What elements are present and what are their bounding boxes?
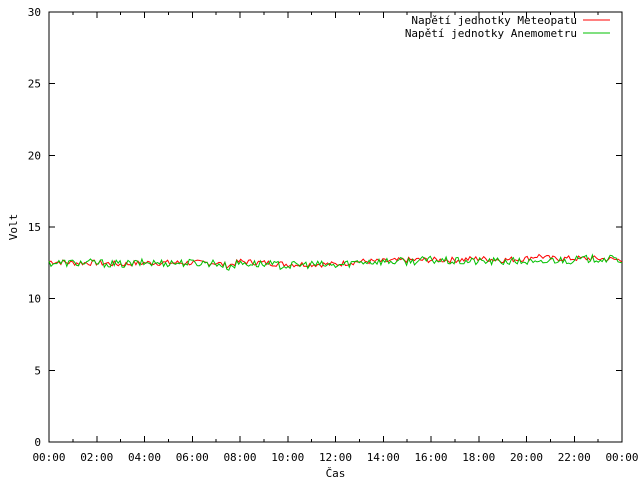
y-tick-label: 15 — [28, 221, 41, 234]
x-tick-label: 20:00 — [510, 451, 543, 464]
plot-border — [48, 11, 623, 443]
x-tick-label: 06:00 — [176, 451, 209, 464]
series-line-1 — [48, 253, 623, 271]
x-tick-label: 02:00 — [80, 451, 113, 464]
y-tick-label: 0 — [34, 436, 41, 449]
x-tick-label: 18:00 — [462, 451, 495, 464]
x-axis-ticks: 00:00 02:00 04:00 06:00 08:00 10:00 12:00 14:00… — [32, 12, 639, 464]
y-tick-label: 25 — [28, 78, 41, 91]
plot-frame — [48, 11, 623, 443]
y-tick-label: 5 — [34, 364, 41, 377]
y-tick-label: 30 — [28, 6, 41, 19]
x-tick-label: 14:00 — [367, 451, 400, 464]
legend-entry-meteopat: Napětí jednotky Meteopatu — [411, 14, 577, 27]
y-tick-label: 10 — [28, 293, 41, 306]
x-tick-label: 12:00 — [319, 451, 352, 464]
x-tick-label: 10:00 — [271, 451, 304, 464]
y-tick-label: 20 — [28, 149, 41, 162]
series-line-0 — [48, 253, 623, 270]
legend: Napětí jednotky Meteopatu Napětí jednotk… — [405, 14, 610, 40]
x-tick-label: 00:00 — [605, 451, 638, 464]
x-tick-label: 08:00 — [223, 451, 256, 464]
legend-entry-anemometr: Napětí jednotky Anemometru — [405, 27, 577, 40]
x-tick-label: 22:00 — [558, 451, 591, 464]
x-axis-label: Čas — [326, 467, 346, 480]
y-axis-label: Volt — [7, 214, 20, 241]
series-lines — [48, 253, 623, 271]
x-tick-label: 04:00 — [128, 451, 161, 464]
y-axis-ticks: 0 5 10 15 20 25 30 — [28, 6, 622, 449]
x-tick-label: 16:00 — [414, 451, 447, 464]
x-tick-label: 00:00 — [32, 451, 65, 464]
